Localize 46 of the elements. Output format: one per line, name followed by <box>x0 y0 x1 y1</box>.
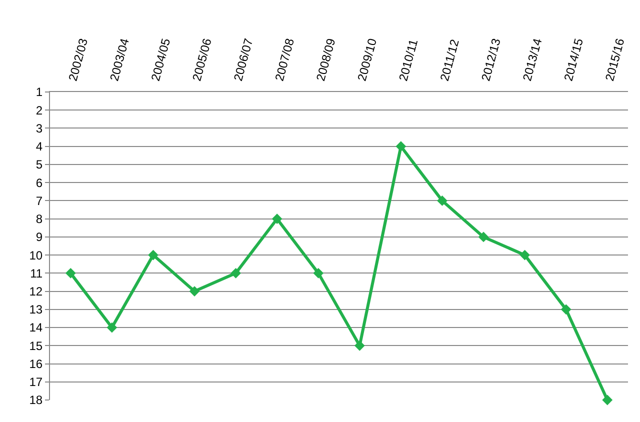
y-tick-label: 9 <box>36 230 43 244</box>
x-tick-label: 2003/04 <box>107 36 132 83</box>
y-tick-label: 4 <box>36 140 43 154</box>
y-tick-label: 14 <box>29 320 43 335</box>
x-tick-label: 2014/15 <box>561 36 586 83</box>
y-tick-label: 5 <box>36 158 43 172</box>
x-tick-label: 2013/14 <box>520 36 545 83</box>
y-tick-label: 2 <box>36 103 43 118</box>
y-tick-label: 13 <box>29 302 43 317</box>
point <box>189 286 200 296</box>
point <box>560 304 572 315</box>
y-tick-label: 18 <box>29 393 43 408</box>
point <box>106 322 118 333</box>
y-tick-label: 10 <box>29 248 43 262</box>
x-tick-label: 2007/08 <box>272 36 298 83</box>
x-tick-label: 2006/07 <box>230 36 256 83</box>
y-tick-label: 3 <box>36 121 43 136</box>
x-tick-label: 2004/05 <box>148 36 174 83</box>
y-tick-label: 6 <box>36 176 43 190</box>
point <box>602 394 613 406</box>
point <box>65 268 76 278</box>
x-tick-label: 2009/10 <box>354 36 380 83</box>
point <box>396 141 406 152</box>
point <box>520 250 530 260</box>
point <box>272 214 282 224</box>
x-tick-label: 2002/03 <box>66 36 91 83</box>
x-tick-label: 2008/09 <box>314 36 338 83</box>
y-tick-label: 12 <box>29 284 43 298</box>
x-tick-label: 2012/13 <box>478 36 504 83</box>
point <box>354 340 365 351</box>
x-tick-label: 2011/12 <box>437 38 462 83</box>
y-tick-label: 1 <box>36 85 43 100</box>
x-tick-label: 2005/06 <box>190 36 215 83</box>
point <box>437 196 448 206</box>
point <box>478 232 489 242</box>
y-tick-label: 8 <box>36 212 43 226</box>
point <box>148 250 158 260</box>
y-tick-label: 15 <box>29 338 43 353</box>
y-tick-label: 16 <box>29 356 43 371</box>
point <box>313 268 324 278</box>
x-tick-label: 2015/16 <box>602 36 628 83</box>
y-tick-label: 11 <box>30 266 43 280</box>
x-tick-label: 2010/11 <box>396 38 421 83</box>
y-tick-label: 7 <box>36 194 43 208</box>
y-tick-label: 17 <box>29 375 43 390</box>
point <box>230 268 241 278</box>
